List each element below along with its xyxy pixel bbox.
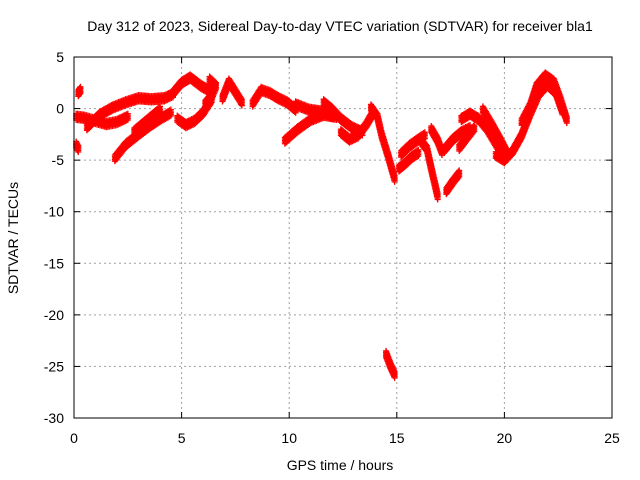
x-axis-label: GPS time / hours: [287, 457, 394, 473]
y-tick-label: -5: [52, 152, 65, 168]
data-point: [124, 117, 131, 124]
y-tick-label: -20: [44, 307, 64, 323]
x-tick-label: 10: [281, 430, 297, 446]
data-point: [75, 142, 82, 149]
x-tick-label: 5: [178, 430, 186, 446]
data-point: [124, 110, 131, 117]
series-arc-7: [169, 71, 215, 100]
data-point: [167, 112, 174, 119]
x-tick-label: 0: [70, 430, 78, 446]
y-tick-label: -30: [44, 410, 64, 426]
series-arc-2: [83, 87, 176, 134]
y-tick-label: -10: [44, 204, 64, 220]
data-point: [157, 103, 164, 110]
chart-title: Day 312 of 2023, Sidereal Day-to-day VTE…: [87, 18, 593, 34]
y-tick-label: -15: [44, 255, 64, 271]
x-tick-label: 20: [497, 430, 513, 446]
series-arc-4: [131, 103, 164, 138]
x-tick-label: 15: [389, 430, 405, 446]
data-point: [75, 148, 82, 155]
y-tick-label: -25: [44, 358, 64, 374]
x-tick-label: 25: [604, 430, 620, 446]
data-point: [77, 90, 84, 97]
data-points: [73, 69, 570, 381]
data-point: [157, 109, 164, 116]
series-arc-5: [75, 83, 84, 100]
y-axis-label: SDTVAR / TECUs: [5, 182, 21, 294]
y-tick-label: 0: [56, 101, 64, 117]
data-point: [167, 106, 174, 113]
data-point: [77, 83, 84, 90]
y-tick-label: 5: [56, 49, 64, 65]
series-arc-6: [73, 138, 82, 155]
